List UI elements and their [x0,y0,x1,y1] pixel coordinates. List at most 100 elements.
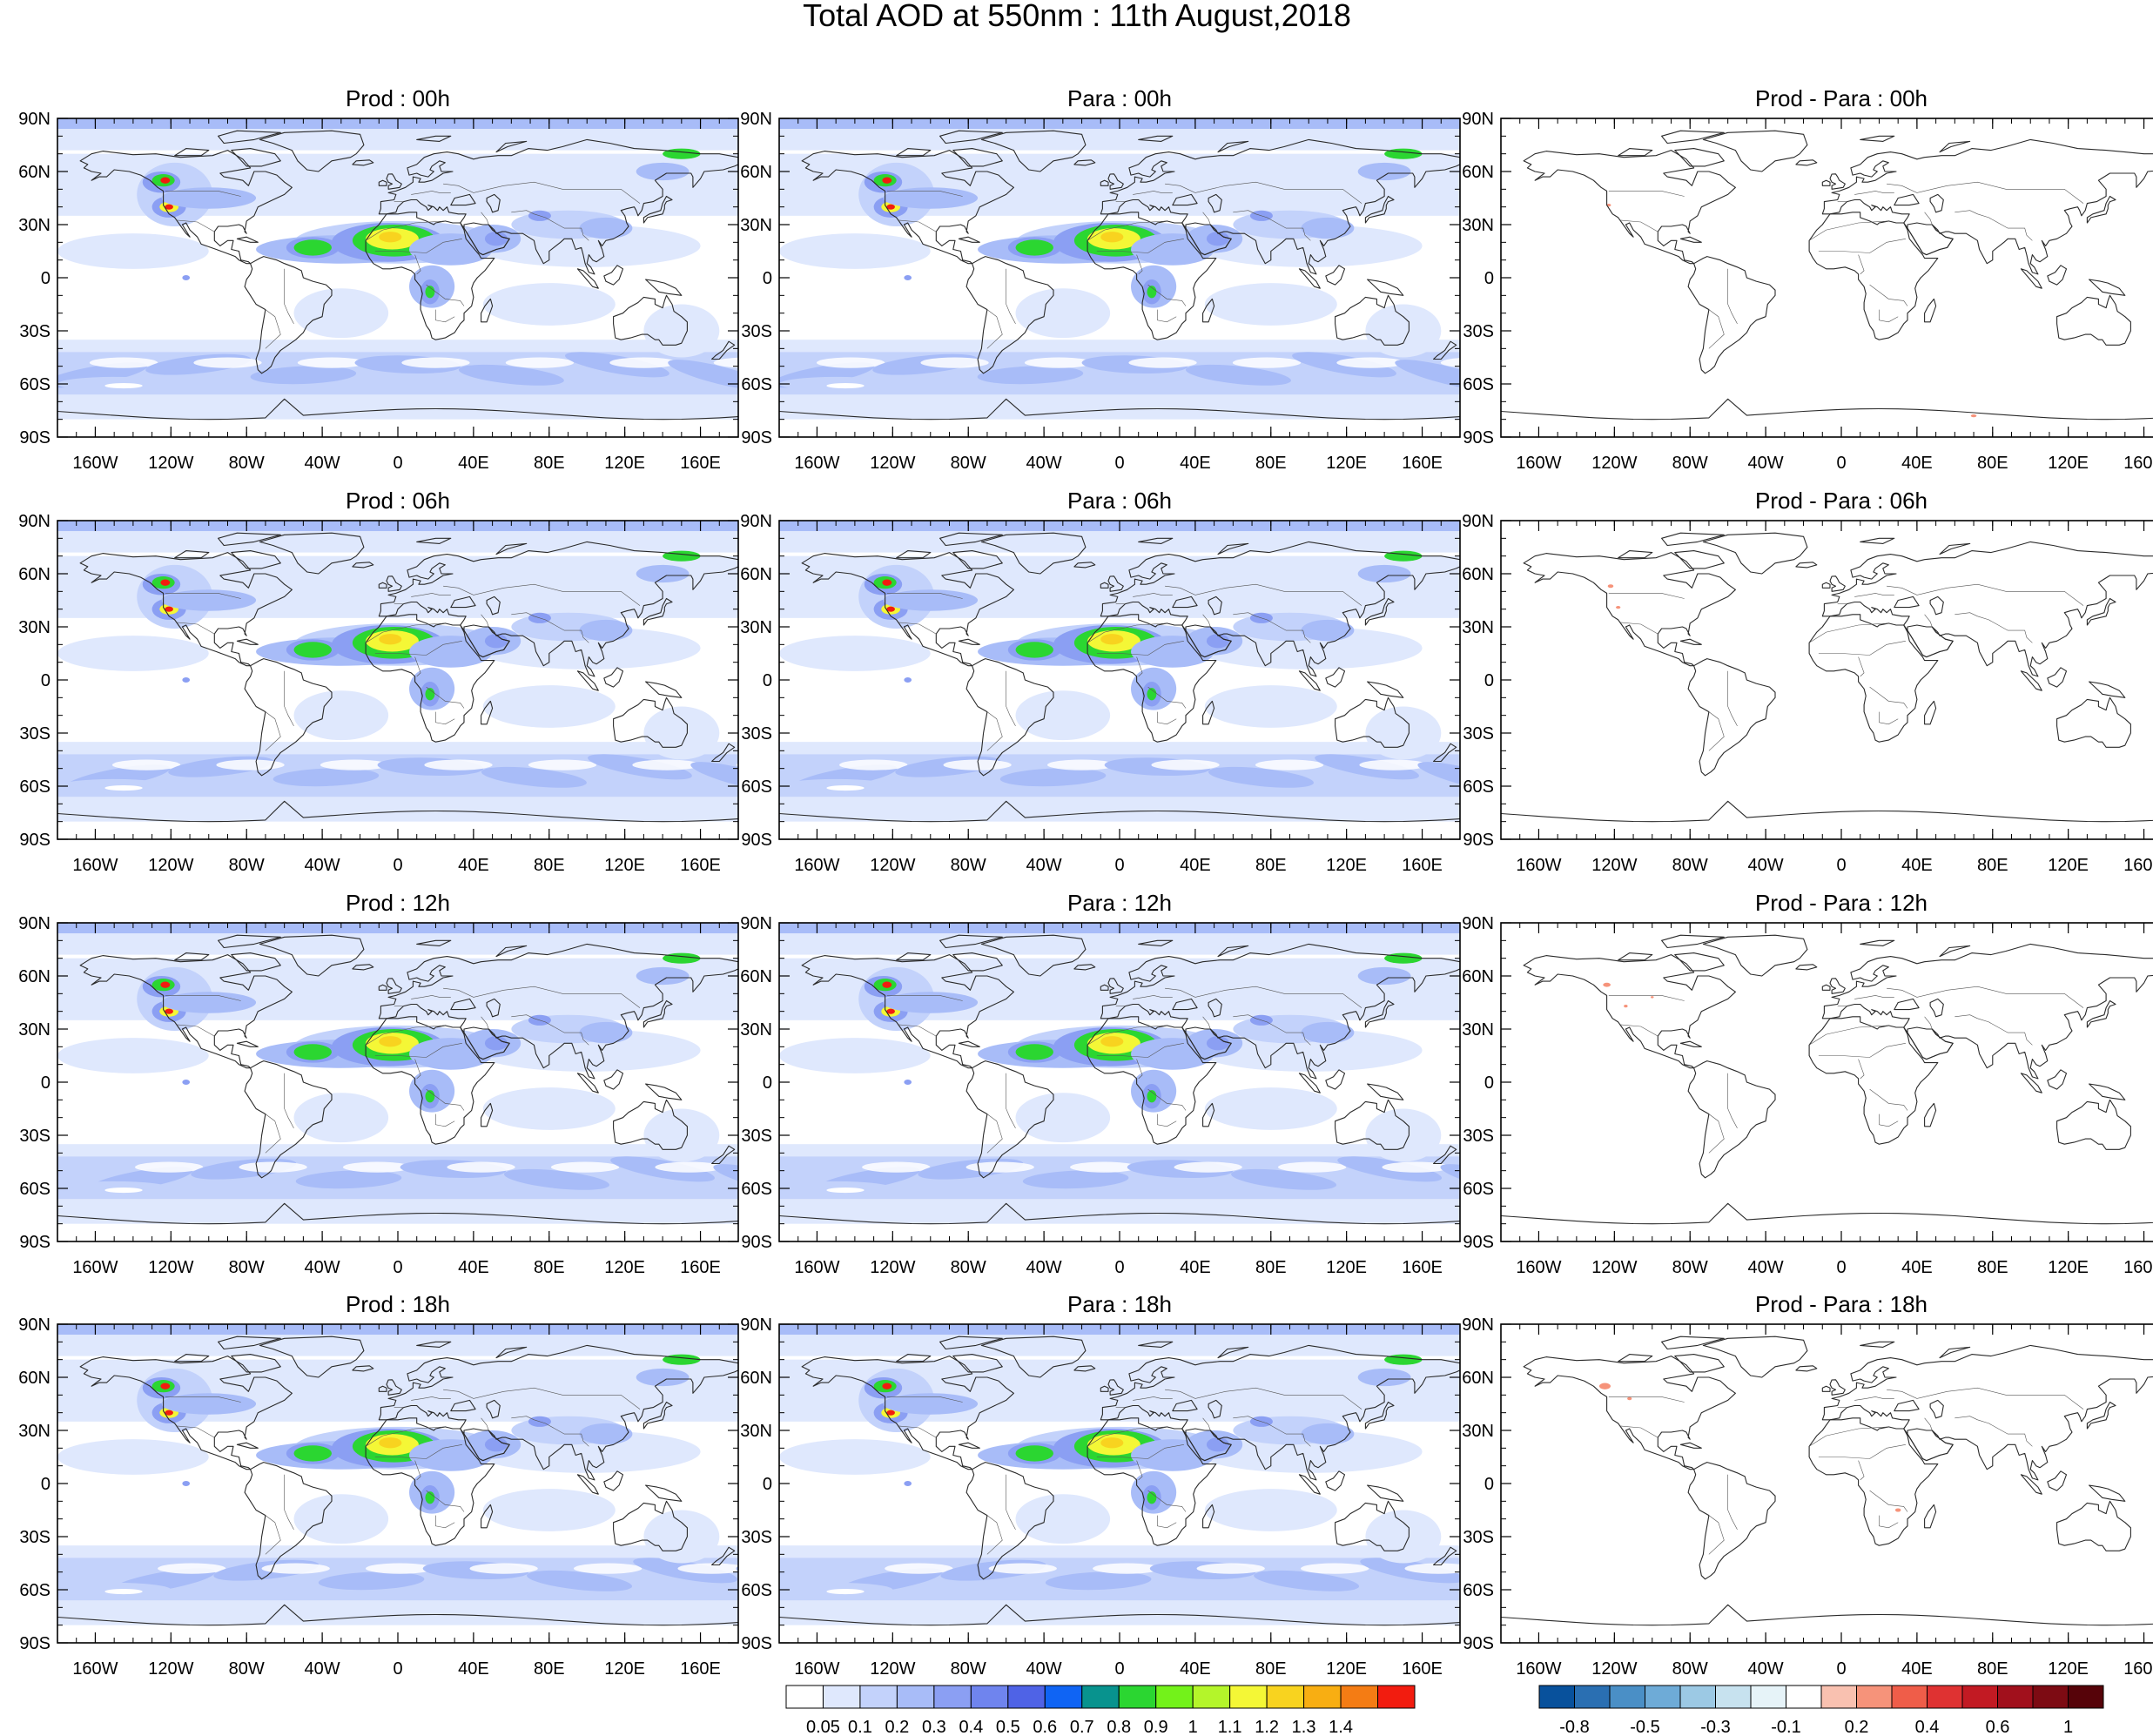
lat-tick-label: 90S [741,1634,772,1653]
colorbar-swatch [1229,1685,1268,1709]
lon-tick-label: 80E [1255,856,1287,875]
lat-tick-label: 90S [19,1233,50,1252]
lat-tick-label: 60S [741,1581,772,1600]
lat-tick-label: 60S [741,777,772,797]
lon-tick-label: 80E [1977,1258,2008,1277]
lat-tick-label: 90N [740,110,772,129]
lat-tick-label: 90S [19,428,50,447]
lon-tick-label: 120E [1326,454,1367,473]
lat-tick-label: 30N [740,1422,772,1441]
lon-tick-label: 160E [2123,1659,2153,1679]
difference-field [1501,923,2153,1241]
lat-tick-label: 90N [18,512,50,531]
colorbar-swatch [1856,1685,1893,1709]
lon-tick-label: 120W [148,1659,193,1679]
lat-tick-label: 30S [741,724,772,744]
lon-tick-label: 160E [1402,856,1443,875]
panel-grid: Prod : 00h 90N 60N 30N 0 30S 60S 90S 160W 120W 80W… [18,85,2153,1679]
aod-field [57,521,804,839]
lat-tick-label: 30N [18,1020,50,1040]
prod-panel-row-1: Prod : 00h 90N 60N 30N 0 30S 60S 90S 160W 120W 80W… [18,85,739,473]
colorbar-label: 0.4 [1915,1718,1940,1736]
lat-tick-label: 90N [1462,110,1494,129]
lon-tick-label: 0 [1114,1258,1124,1277]
lon-tick-label: 0 [1836,1659,1846,1679]
colorbar-swatch [1927,1685,1963,1709]
panel-title: Prod - Para : 06h [1755,488,1928,514]
lon-tick-label: 40W [305,1258,340,1277]
lon-tick-label: 80E [534,1659,565,1679]
lon-tick-label: 160W [1516,1258,1561,1277]
lon-tick-label: 40W [1748,1258,1784,1277]
lat-tick-label: 0 [763,269,772,288]
lat-tick-label: 30N [18,618,50,637]
lon-tick-label: 160W [794,454,839,473]
panel-title: Prod : 06h [346,488,450,514]
lat-tick-label: 30S [1463,1127,1494,1146]
lon-tick-label: 120E [2048,1258,2089,1277]
lon-tick-label: 40E [1180,1659,1211,1679]
panel-title: Prod : 00h [346,85,450,111]
lat-tick-label: 30N [1462,216,1494,235]
colorbar-swatch [1266,1685,1305,1709]
lon-tick-label: 120E [1326,1258,1367,1277]
lon-tick-label: 160E [680,454,721,473]
lon-tick-label: 120E [2048,454,2089,473]
difference-field [1501,521,2153,839]
colorbar-label: 1 [2063,1718,2073,1736]
panel-title: Para : 00h [1067,85,1172,111]
lon-tick-label: 160E [2123,454,2153,473]
lon-tick-label: 120W [1591,856,1637,875]
lon-tick-label: 80W [1672,856,1708,875]
lon-tick-label: 80W [1672,454,1708,473]
lat-tick-label: 30N [1462,1020,1494,1040]
colorbar-label: 0.4 [959,1718,983,1736]
panel-title: Prod : 12h [346,890,450,916]
lon-tick-label: 160E [1402,1659,1443,1679]
lon-tick-label: 0 [393,1258,402,1277]
colorbar-swatch [1081,1685,1120,1709]
colorbar-swatch [970,1685,1009,1709]
lat-tick-label: 90S [1463,1634,1494,1653]
lon-tick-label: 40W [1748,1659,1784,1679]
lon-tick-label: 0 [393,856,402,875]
lon-tick-label: 120W [870,454,915,473]
lon-tick-label: 40E [1180,1258,1211,1277]
colorbar-swatch [1538,1685,1575,1709]
lon-tick-label: 120E [604,454,645,473]
lon-tick-label: 160W [72,454,118,473]
colorbar-swatch [1192,1685,1231,1709]
lon-tick-label: 120W [1591,1659,1637,1679]
colorbar-swatch [859,1685,898,1709]
lon-tick-label: 40E [1901,856,1933,875]
diff-panel-row-3: Prod - Para : 12h 90N 60N 30N 0 30S 60S 90S 160W… [1462,890,2153,1277]
lon-tick-label: 80W [229,1258,265,1277]
lat-tick-label: 60S [19,375,50,394]
lat-tick-label: 60N [740,163,772,182]
lat-tick-label: 60N [1462,565,1494,584]
lon-tick-label: 120E [1326,856,1367,875]
lon-tick-label: 160W [1516,1659,1561,1679]
lat-tick-label: 0 [41,671,50,690]
lon-tick-label: 120W [148,1258,193,1277]
lat-tick-label: 30N [740,1020,772,1040]
colorbar-label: 0.2 [1845,1718,1869,1736]
lat-tick-label: 30S [19,1127,50,1146]
colorbar-label: 1 [1188,1718,1198,1736]
lon-tick-label: 120W [1591,1258,1637,1277]
lon-tick-label: 40W [305,1659,340,1679]
lon-tick-label: 80W [229,1659,265,1679]
lon-tick-label: 80W [1672,1258,1708,1277]
lon-tick-label: 40W [1748,856,1784,875]
lat-tick-label: 0 [1484,1073,1494,1093]
lat-tick-label: 30S [741,322,772,341]
lon-tick-label: 40E [458,1258,489,1277]
lon-tick-label: 120E [604,856,645,875]
lon-tick-label: 120W [870,856,915,875]
lat-tick-label: 0 [1484,269,1494,288]
colorbar-swatch [1786,1685,1822,1709]
lat-tick-label: 60N [18,967,50,986]
lon-tick-label: 120E [1326,1659,1367,1679]
panel-title: Para : 06h [1067,488,1172,514]
